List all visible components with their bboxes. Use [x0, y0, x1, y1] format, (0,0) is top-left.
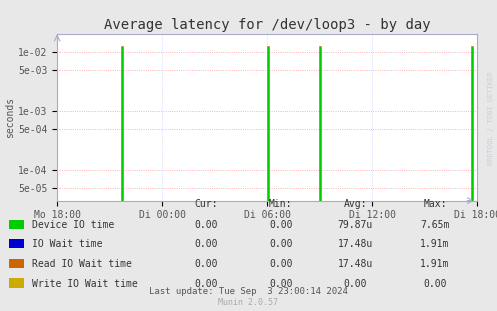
Text: 1.91m: 1.91m	[420, 239, 450, 249]
Text: 0.00: 0.00	[269, 259, 293, 269]
Text: Cur:: Cur:	[194, 199, 218, 209]
Text: 0.00: 0.00	[423, 279, 447, 289]
Text: Max:: Max:	[423, 199, 447, 209]
Text: Read IO Wait time: Read IO Wait time	[32, 259, 132, 269]
Text: 0.00: 0.00	[194, 279, 218, 289]
Text: 0.00: 0.00	[269, 220, 293, 230]
Text: 0.00: 0.00	[343, 279, 367, 289]
Text: Device IO time: Device IO time	[32, 220, 114, 230]
Text: 0.00: 0.00	[194, 239, 218, 249]
Text: Avg:: Avg:	[343, 199, 367, 209]
Text: 17.48u: 17.48u	[338, 239, 373, 249]
Text: 0.00: 0.00	[194, 220, 218, 230]
Text: Min:: Min:	[269, 199, 293, 209]
Text: 7.65m: 7.65m	[420, 220, 450, 230]
Text: 0.00: 0.00	[269, 239, 293, 249]
Text: Write IO Wait time: Write IO Wait time	[32, 279, 138, 289]
Text: 79.87u: 79.87u	[338, 220, 373, 230]
Title: Average latency for /dev/loop3 - by day: Average latency for /dev/loop3 - by day	[104, 18, 430, 32]
Text: 1.91m: 1.91m	[420, 259, 450, 269]
Text: 0.00: 0.00	[194, 259, 218, 269]
Text: IO Wait time: IO Wait time	[32, 239, 103, 249]
Y-axis label: seconds: seconds	[5, 97, 15, 138]
Text: Last update: Tue Sep  3 23:00:14 2024: Last update: Tue Sep 3 23:00:14 2024	[149, 287, 348, 296]
Text: Munin 2.0.57: Munin 2.0.57	[219, 298, 278, 307]
Text: RRDTOOL / TOBI OETIKER: RRDTOOL / TOBI OETIKER	[488, 72, 494, 165]
Text: 17.48u: 17.48u	[338, 259, 373, 269]
Text: 0.00: 0.00	[269, 279, 293, 289]
